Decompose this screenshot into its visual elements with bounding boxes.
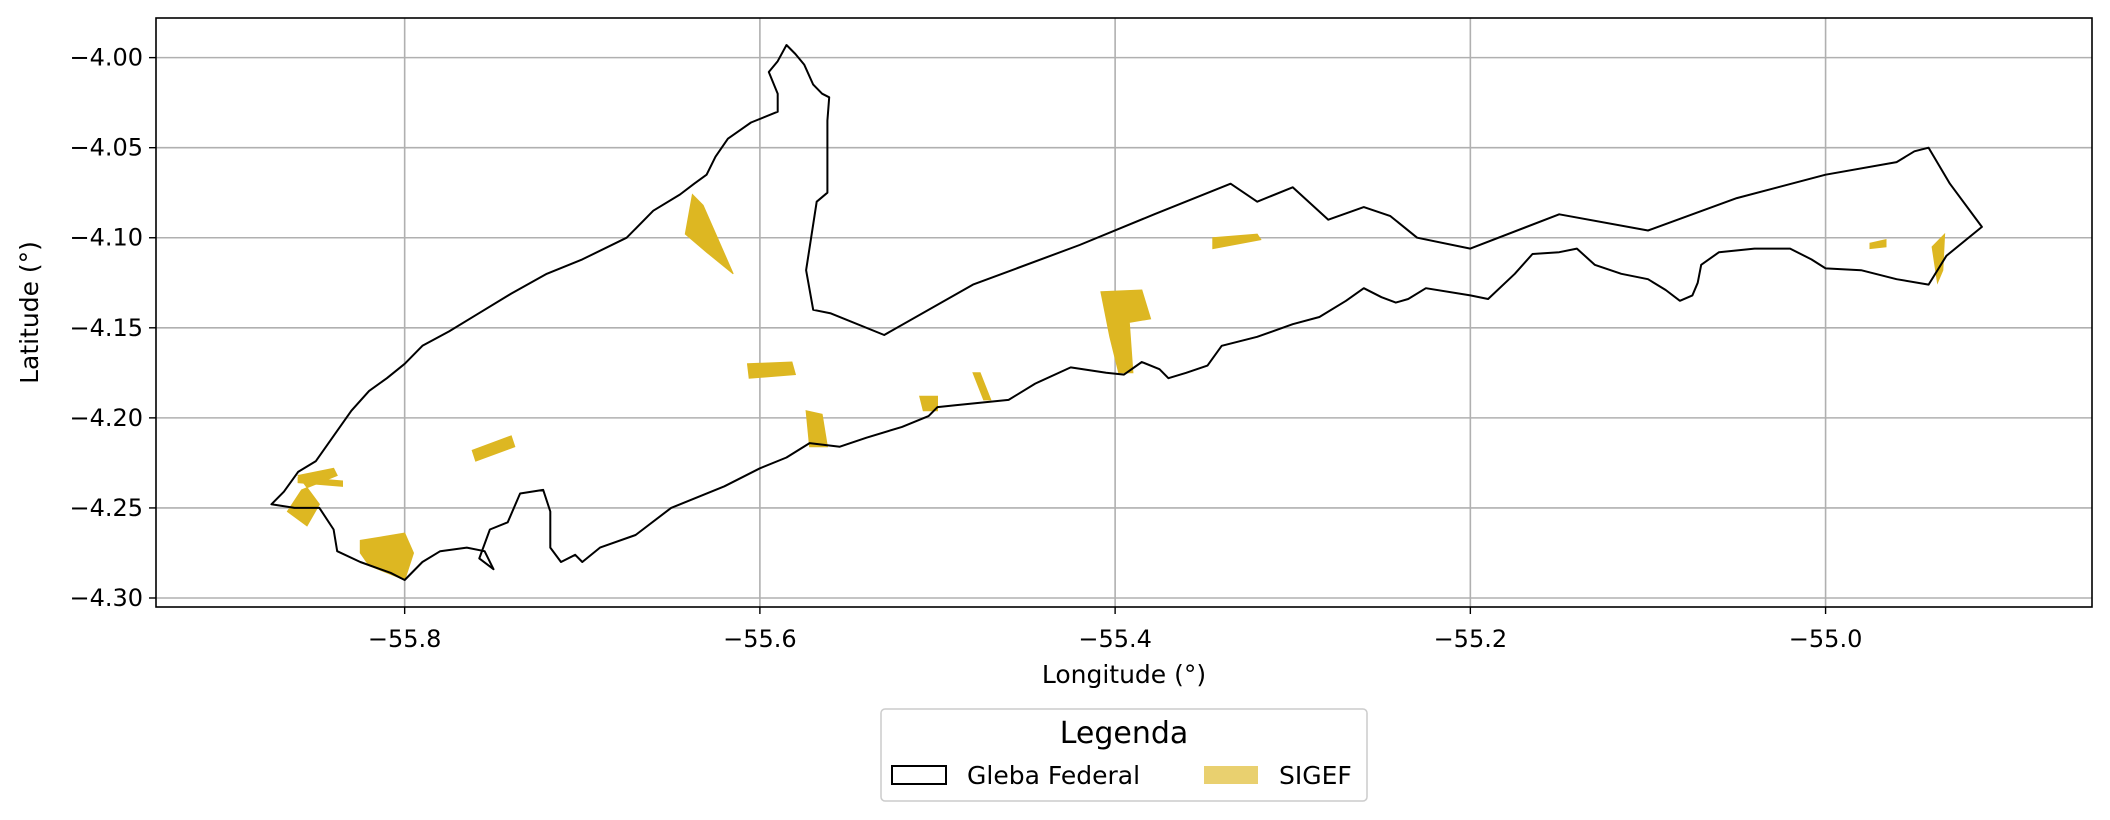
legend-title: Legenda [1060, 716, 1189, 751]
sigef-parcel [1100, 289, 1152, 374]
x-axis-label: Longitude (°) [1042, 660, 1206, 689]
gleba-federal-layer [270, 44, 1983, 581]
x-tick-label: −55.8 [368, 625, 442, 653]
y-tick-label: −4.00 [69, 44, 143, 72]
y-tick-label: −4.15 [69, 314, 143, 342]
x-tick-label: −55.2 [1434, 625, 1508, 653]
y-tick-label: −4.30 [69, 584, 143, 612]
legend: Legenda Gleba Federal SIGEF [880, 708, 1368, 802]
legend-swatch-gleba-federal [891, 765, 947, 785]
x-tick-label: −55.6 [723, 625, 797, 653]
sigef-parcel [805, 410, 828, 448]
sigef-parcel [919, 395, 938, 412]
x-axis-ticks: −55.8 −55.6 −55.4 −55.2 −55.0 [368, 607, 1862, 653]
sigef-parcel [471, 435, 516, 462]
sigef-parcel [297, 476, 343, 487]
sigef-parcel [972, 372, 992, 401]
sigef-parcel [1212, 233, 1262, 250]
x-tick-label: −55.0 [1789, 625, 1863, 653]
y-tick-label: −4.10 [69, 224, 143, 252]
sigef-parcel [746, 361, 797, 379]
y-tick-label: −4.25 [69, 494, 143, 522]
sigef-layer [286, 193, 1946, 581]
y-axis-ticks: −4.00 −4.05 −4.10 −4.15 −4.20 −4.25 −4.30 [69, 44, 156, 612]
sigef-parcel [1869, 238, 1887, 250]
legend-label-gleba-federal: Gleba Federal [967, 761, 1140, 790]
legend-swatch-sigef [1204, 766, 1258, 784]
legend-label-sigef: SIGEF [1279, 761, 1352, 790]
y-tick-label: −4.20 [69, 404, 143, 432]
plot-frame [155, 17, 2093, 608]
y-axis-label: Latitude (°) [15, 241, 44, 384]
y-tick-label: −4.05 [69, 134, 143, 162]
sigef-parcel [1931, 232, 1946, 285]
sigef-parcel [684, 193, 734, 275]
gleba-federal-outline [270, 44, 1983, 581]
x-tick-label: −55.4 [1078, 625, 1152, 653]
